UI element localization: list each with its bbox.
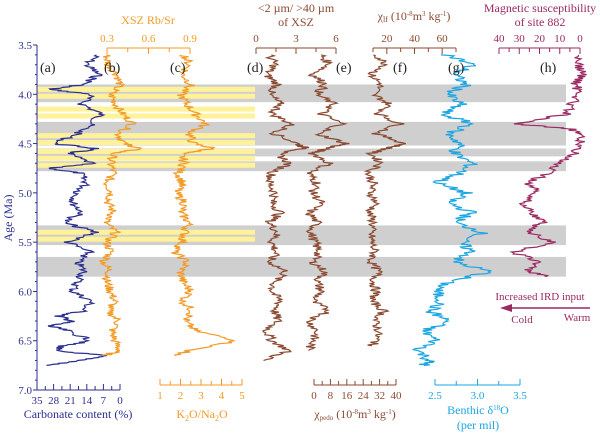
x-tick-label-c: 1 (157, 390, 163, 402)
grain-axis-title-line1: <2 µm/ >40 µm (258, 1, 335, 15)
gray-band (37, 121, 566, 146)
x-tick-label-d: 3 (293, 33, 299, 45)
d18o-axis-title-line2: (per mil) (457, 418, 499, 432)
series-group: (a) (b) (c) (d) (e) (f) (g) (h) (40, 54, 587, 366)
x-tick-label-e: 24 (358, 390, 370, 402)
panel-letter-e: (e) (336, 61, 352, 76)
x-tick-label-g: 3.0 (471, 390, 485, 402)
panel-letter-b: (b) (104, 61, 121, 76)
x-tick-label-a: 21 (65, 395, 76, 407)
panel-letter-g: (g) (448, 61, 465, 76)
magsus-axis-title-line2: of site 882 (515, 15, 566, 29)
x-tick-label-h: 10 (554, 33, 566, 45)
axes-group: 3.54.04.55.05.56.06.57.035 28 21 14 7 00.3 0.6… (18, 33, 583, 407)
rbsr-axis-title: XSZ Rb/Sr (121, 13, 175, 27)
cold-label: Cold (511, 314, 533, 326)
series-line-a (46, 54, 107, 366)
panel-letter-f: (f) (393, 61, 407, 76)
yellow-band (37, 113, 255, 119)
yellow-band (37, 148, 255, 154)
yellow-band (37, 236, 255, 242)
series-line-e (304, 54, 350, 352)
panel-letter-c: (c) (170, 61, 186, 76)
x-tick-label-f: 40 (409, 33, 421, 45)
x-tick-label-e: 40 (391, 390, 403, 402)
x-tick-label-b: 0.9 (183, 33, 197, 45)
y-tick-label: 3.5 (18, 40, 32, 52)
series-line-b (98, 54, 142, 357)
x-tick-label-h: 0 (577, 33, 583, 45)
ird-arrow-head (500, 304, 512, 312)
x-tick-label-a: 0 (117, 395, 123, 407)
x-tick-label-c: 3 (198, 390, 204, 402)
x-tick-label-c: 2 (178, 390, 184, 402)
y-axis-title: Age (Ma) (1, 195, 15, 242)
x-tick-label-e: 0 (311, 390, 317, 402)
d18o-axis-title-line1: Benthic δ18O (447, 403, 509, 417)
x-tick-label-h: 40 (494, 33, 506, 45)
y-tick-label: 4.5 (18, 139, 32, 151)
x-tick-label-a: 14 (81, 395, 93, 407)
chilf-axis-title: χlf (10-8m3 kg-1) (377, 9, 451, 24)
y-tick-label: 6.5 (18, 336, 32, 348)
grain-axis-title-line2: of XSZ (278, 15, 314, 29)
yellow-band (37, 133, 255, 139)
x-tick-label-h: 20 (534, 33, 546, 45)
panel-letter-h: (h) (540, 61, 557, 76)
x-tick-label-d: 0 (253, 33, 259, 45)
x-tick-label-b: 0.6 (142, 33, 156, 45)
yellow-band (37, 106, 255, 112)
x-tick-label-h: 30 (514, 33, 526, 45)
ird-label: Increased IRD input (495, 291, 584, 303)
x-tick-label-c: 5 (239, 390, 245, 402)
y-tick-label: 5.5 (18, 237, 32, 249)
chipedo-axis-title: χpedo (10-8m3 kg-1) (313, 407, 395, 422)
x-tick-label-a: 28 (48, 395, 60, 407)
gray-band (37, 161, 566, 172)
y-tick-label: 4.0 (18, 89, 32, 101)
panel-letter-a: (a) (40, 61, 56, 76)
x-tick-label-g: 3.5 (513, 390, 527, 402)
yellow-band (37, 162, 255, 168)
series-line-c (171, 54, 235, 357)
x-tick-label-g: 2.5 (428, 390, 442, 402)
x-tick-label-b: 0.3 (100, 33, 114, 45)
x-tick-label-a: 35 (32, 395, 44, 407)
x-tick-label-f: 20 (381, 33, 393, 45)
yellow-band (37, 140, 255, 146)
highlight-bands (37, 84, 566, 277)
yellow-band (37, 86, 255, 92)
gray-band (37, 256, 566, 277)
y-tick-label: 5.0 (18, 188, 32, 200)
gray-band (37, 148, 566, 157)
y-tick-label: 6.0 (18, 286, 32, 298)
series-line-f (363, 54, 406, 347)
warm-label: Warm (564, 312, 591, 324)
x-tick-label-f: 60 (437, 33, 449, 45)
yellow-band (37, 229, 255, 235)
y-tick-label: 7.0 (18, 385, 32, 397)
series-line-g (411, 54, 492, 366)
x-tick-label-d: 6 (333, 33, 339, 45)
x-tick-label-e: 32 (374, 390, 385, 402)
series-line-h (509, 54, 587, 278)
yellow-band (37, 155, 255, 161)
carbonate-axis-title: Carbonate content (%) (24, 407, 133, 421)
gray-band (37, 225, 566, 246)
magsus-axis-title-line1: Magnetic susceptibility (484, 1, 596, 15)
yellow-band (37, 93, 255, 99)
k2o-axis-title: K2O/Na2O (176, 407, 228, 423)
panel-letter-d: (d) (247, 61, 264, 76)
series-line-d (262, 54, 310, 361)
x-tick-label-e: 16 (341, 390, 353, 402)
x-tick-label-e: 8 (328, 390, 334, 402)
x-tick-label-a: 7 (101, 395, 107, 407)
x-tick-label-c: 4 (219, 390, 225, 402)
